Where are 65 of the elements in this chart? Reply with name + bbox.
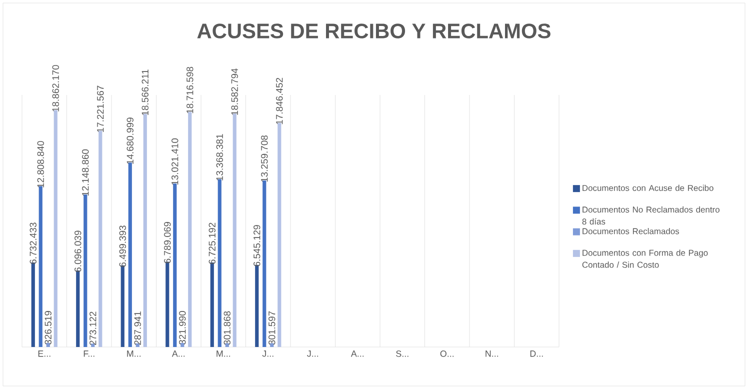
- chart-title: ACUSES DE RECIBO Y RECLAMOS: [197, 24, 550, 38]
- data-label: 301.597: [268, 311, 276, 345]
- data-label: 18.566.211: [142, 70, 148, 116]
- data-label: 18.582.794: [231, 68, 238, 115]
- data-label: 18.716.598: [186, 66, 194, 114]
- data-label: 6.789.069: [164, 222, 171, 264]
- x-tick-label: A...: [172, 350, 185, 357]
- bar: [225, 343, 229, 347]
- x-tick-label: S...: [396, 350, 408, 357]
- bar: [84, 194, 88, 347]
- data-label: 301.868: [224, 311, 230, 345]
- data-label: 12.148.860: [82, 149, 89, 196]
- bar: [98, 130, 102, 347]
- bar: [136, 343, 140, 347]
- data-label: 6.499.393: [119, 226, 126, 267]
- bar: [180, 342, 184, 347]
- data-label: 6.545.129: [254, 225, 260, 266]
- x-tick-label: J...: [262, 350, 274, 357]
- bar: [188, 112, 192, 347]
- bar: [46, 342, 50, 347]
- bar: [31, 262, 35, 347]
- bar: [262, 180, 266, 347]
- legend-label: Documentos con Acuse de Recibo: [582, 184, 714, 191]
- bar: [76, 270, 80, 347]
- data-label: 18.862.170: [52, 65, 59, 112]
- bar: [143, 114, 147, 347]
- bar: [166, 262, 170, 347]
- x-tick-label: N...: [486, 350, 498, 357]
- data-label: 287.941: [134, 312, 141, 345]
- bar: [120, 265, 124, 347]
- x-tick-label: O...: [440, 350, 454, 357]
- bar: [278, 122, 282, 347]
- data-label: 17.846.452: [276, 78, 283, 124]
- data-label: 326.519: [44, 311, 52, 344]
- data-label: 13.368.381: [216, 134, 223, 180]
- x-tick-label: M...: [127, 350, 141, 357]
- data-label: 321.990: [179, 311, 186, 344]
- data-label: 13.021.410: [172, 138, 178, 185]
- bar: [255, 264, 259, 347]
- data-label: 14.680.999: [126, 118, 134, 164]
- x-tick-label: M...: [216, 350, 230, 357]
- bar: [128, 162, 132, 347]
- bar: [54, 110, 58, 347]
- bar: [232, 114, 236, 347]
- data-label: 12.808.840: [37, 141, 44, 188]
- bar: [38, 186, 42, 347]
- x-tick-label: F...: [84, 350, 94, 357]
- bar: [218, 179, 222, 347]
- data-label: 273.122: [90, 312, 96, 345]
- data-label: 6.096.039: [74, 230, 82, 272]
- bar: [173, 183, 177, 347]
- legend-label: Documentos con Forma de Pago Contado / Sin Costo: [582, 250, 708, 268]
- data-label: 6.732.433: [30, 222, 36, 264]
- bar: [270, 343, 274, 347]
- x-tick-label: E...: [38, 350, 50, 357]
- bar: [210, 262, 214, 347]
- data-label: 17.221.567: [97, 86, 104, 132]
- x-tick-label: D...: [530, 350, 543, 357]
- data-label: 13.259.708: [261, 135, 268, 182]
- legend-label: Documentos Reclamados: [582, 228, 680, 234]
- bar: [91, 344, 95, 347]
- data-label: 6.725.192: [208, 222, 216, 264]
- x-tick-label: A...: [350, 350, 364, 357]
- legend-label: Documentos No Reclamados dentro 8 días: [582, 206, 720, 225]
- x-tick-label: J...: [307, 350, 318, 357]
